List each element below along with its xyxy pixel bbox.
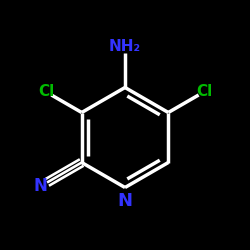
Text: Cl: Cl bbox=[196, 84, 212, 99]
Text: N: N bbox=[34, 177, 48, 195]
Text: N: N bbox=[118, 192, 132, 210]
Text: NH₂: NH₂ bbox=[109, 39, 141, 54]
Text: Cl: Cl bbox=[38, 84, 54, 99]
